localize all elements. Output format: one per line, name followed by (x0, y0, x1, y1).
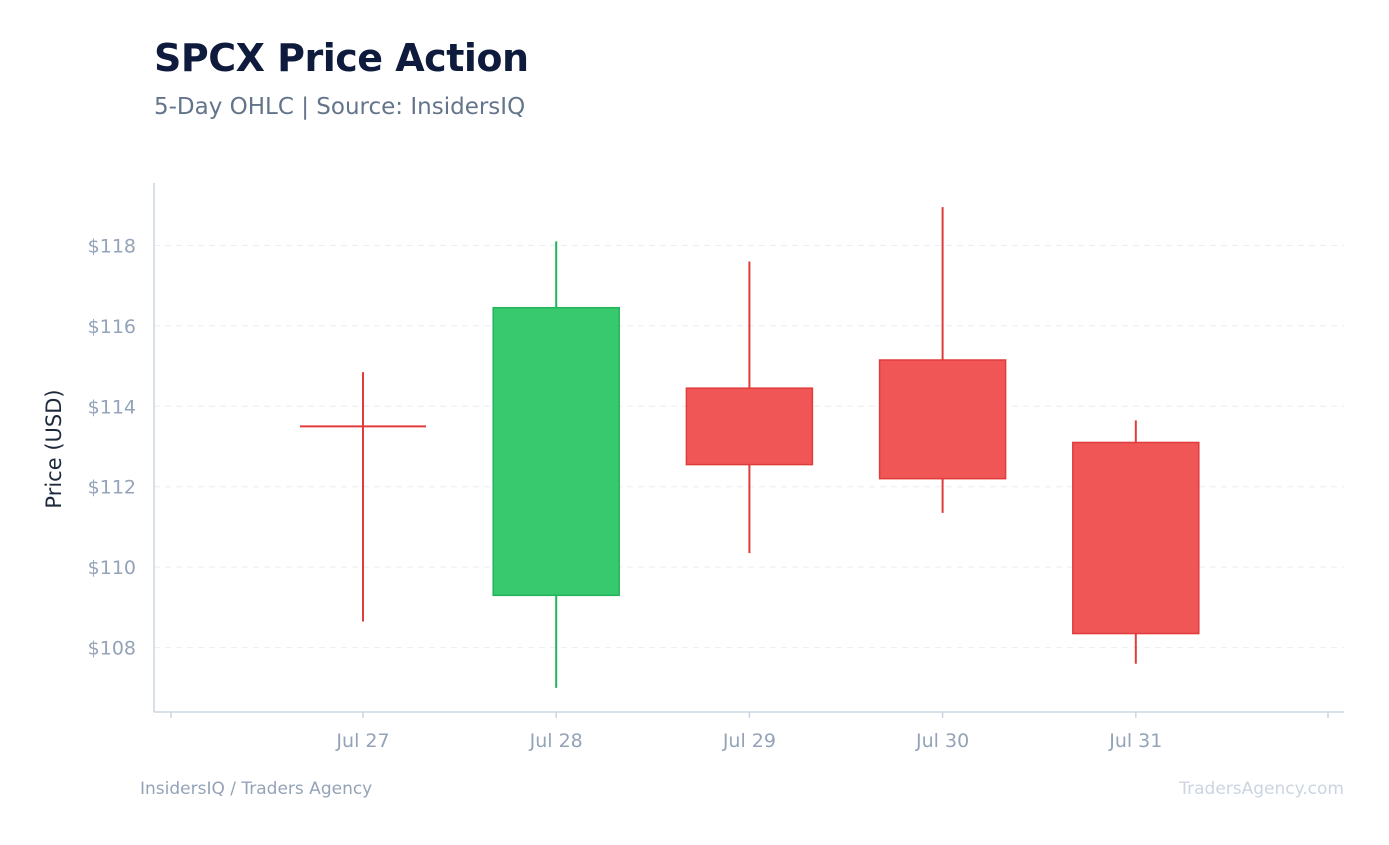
candle (1072, 420, 1200, 664)
footer-website: TradersAgency.com (1179, 779, 1344, 799)
candle (492, 241, 620, 688)
y-tick-labels: $108 $110 $112 $114 $116 $118 (88, 235, 136, 659)
y-tick-label: $108 (88, 638, 136, 660)
footer-credit: InsidersIQ / Traders Agency (140, 779, 373, 799)
candle-body (878, 359, 1007, 480)
chart-title: SPCX Price Action (154, 36, 529, 80)
y-axis-title: Price (USD) (42, 389, 66, 508)
candle (300, 372, 426, 622)
x-tick-label: Jul 30 (915, 730, 969, 752)
x-tick-label: Jul 31 (1108, 730, 1162, 752)
x-ticks: Jul 27 Jul 28 Jul 29 Jul 30 Jul 31 (170, 712, 1329, 752)
y-tick-label: $112 (88, 477, 136, 499)
y-tick-label: $110 (88, 557, 136, 579)
y-tick-label: $114 (88, 396, 136, 418)
candle (878, 207, 1007, 513)
candle-body (685, 387, 814, 466)
candle-body (1072, 441, 1200, 635)
candles (300, 207, 1200, 688)
x-tick-label: Jul 28 (529, 730, 583, 752)
y-tick-label: $118 (88, 235, 136, 257)
candle-body (492, 306, 620, 597)
y-tick-label: $116 (88, 316, 136, 338)
candle (685, 261, 814, 554)
x-tick-label: Jul 27 (335, 730, 389, 752)
x-tick-label: Jul 29 (722, 730, 776, 752)
chart-subtitle: 5-Day OHLC | Source: InsidersIQ (154, 94, 526, 120)
